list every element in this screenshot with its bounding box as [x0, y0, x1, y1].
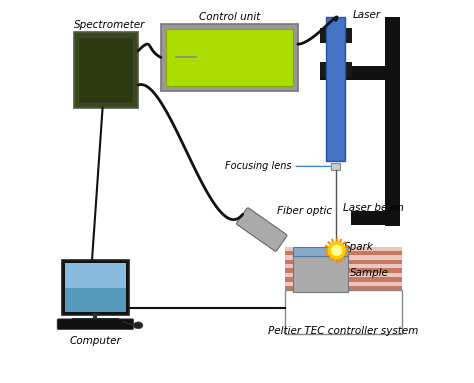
Bar — [331, 163, 340, 170]
Bar — [320, 28, 352, 43]
Bar — [351, 211, 400, 225]
Bar — [284, 277, 402, 282]
Bar — [73, 32, 138, 108]
Text: Peltier TEC controller system: Peltier TEC controller system — [268, 326, 419, 336]
Bar — [284, 282, 402, 286]
Bar — [284, 251, 402, 255]
Bar — [65, 263, 126, 288]
Bar — [320, 66, 400, 80]
Bar — [284, 286, 402, 290]
FancyBboxPatch shape — [237, 208, 287, 251]
Text: Fiber optic: Fiber optic — [277, 206, 332, 216]
Text: Laser beam: Laser beam — [344, 203, 404, 213]
Bar — [79, 38, 132, 102]
Circle shape — [328, 242, 345, 259]
Text: Laser: Laser — [353, 10, 381, 20]
Text: Spark: Spark — [344, 242, 374, 252]
Bar — [284, 260, 402, 264]
Bar — [161, 24, 298, 91]
Bar — [165, 29, 293, 86]
Bar — [284, 247, 402, 251]
Bar — [284, 290, 402, 334]
Bar — [327, 16, 346, 161]
Bar — [284, 273, 402, 277]
Bar — [284, 268, 402, 273]
Text: Control unit: Control unit — [199, 12, 260, 22]
Bar — [293, 247, 348, 256]
Bar — [65, 263, 126, 312]
Text: Spectrometer: Spectrometer — [73, 20, 145, 30]
Bar — [320, 62, 352, 77]
Text: Focusing lens: Focusing lens — [225, 161, 292, 172]
Bar — [284, 255, 402, 260]
Bar — [284, 264, 402, 268]
Text: Sample: Sample — [350, 268, 389, 278]
Ellipse shape — [133, 322, 143, 329]
Bar — [385, 16, 400, 226]
FancyBboxPatch shape — [57, 319, 134, 329]
Bar — [62, 260, 128, 315]
Text: Computer: Computer — [70, 336, 121, 346]
Circle shape — [332, 246, 342, 255]
Bar — [72, 318, 119, 322]
Bar — [293, 254, 348, 292]
